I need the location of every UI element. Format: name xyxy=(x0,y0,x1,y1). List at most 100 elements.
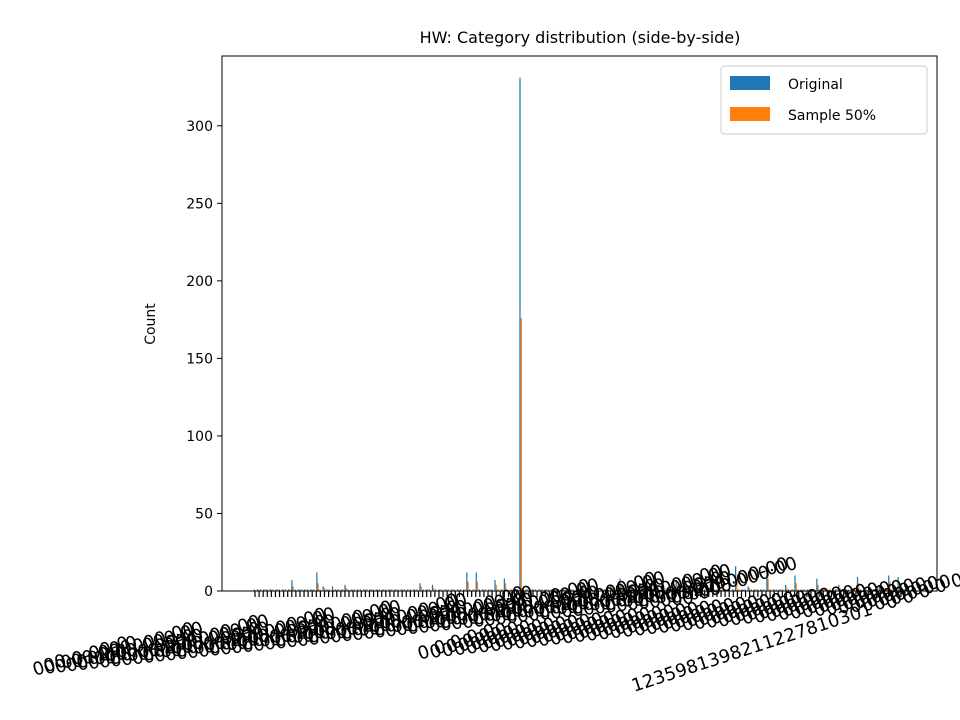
bar-original xyxy=(422,589,424,591)
bar-original xyxy=(619,578,621,591)
bar-original xyxy=(556,589,559,591)
bar-original xyxy=(535,589,537,591)
y-tick-label: 50 xyxy=(195,506,213,522)
bar-original xyxy=(485,589,487,591)
bar-original xyxy=(388,589,390,591)
chart-title: HW: Category distribution (side-by-side) xyxy=(420,28,741,47)
bar-original xyxy=(528,589,530,591)
y-tick-label: 200 xyxy=(186,274,213,290)
bar-original xyxy=(781,589,784,591)
bar-original xyxy=(428,589,430,591)
bar-original xyxy=(550,589,552,591)
bar-original xyxy=(625,589,627,591)
bar-sample xyxy=(639,589,641,591)
y-tick-label: 0 xyxy=(204,584,213,600)
bar-original xyxy=(888,575,890,591)
bar-sample xyxy=(611,587,613,591)
bar-sample xyxy=(433,587,435,591)
bar-original xyxy=(791,589,793,591)
bar-sample xyxy=(476,581,479,591)
bar-original xyxy=(872,589,874,591)
bar-original xyxy=(472,589,474,591)
bar-original xyxy=(841,589,843,591)
bar-sample xyxy=(376,589,379,591)
bar-sample xyxy=(761,589,763,591)
bar-original xyxy=(403,589,405,591)
bar-sample xyxy=(886,589,888,591)
bar-original xyxy=(478,589,480,591)
bar-original xyxy=(366,589,368,591)
bar-original xyxy=(319,589,321,591)
bar-original xyxy=(850,589,852,591)
bar-original xyxy=(394,589,396,591)
bar-sample xyxy=(786,587,788,591)
bar-sample xyxy=(326,589,329,591)
bar-original xyxy=(278,589,280,591)
bar-original xyxy=(710,589,712,591)
bar-original xyxy=(697,589,699,591)
bar-sample xyxy=(655,587,657,591)
bar-original xyxy=(878,584,880,591)
bar-original xyxy=(894,589,896,591)
bar-sample xyxy=(576,589,579,591)
bar-original xyxy=(328,589,330,591)
bar-sample xyxy=(626,589,629,591)
bar-original xyxy=(716,589,718,591)
bar-original xyxy=(256,589,259,591)
bar-original xyxy=(475,572,477,591)
bar-sample xyxy=(836,589,838,591)
bar-original xyxy=(675,580,677,591)
bar-original xyxy=(447,589,449,591)
bar-original xyxy=(381,589,384,591)
bar-original xyxy=(685,589,687,591)
bar-original xyxy=(797,589,799,591)
bar-original xyxy=(744,589,746,591)
bar-original xyxy=(594,589,596,591)
bar-original xyxy=(678,589,680,591)
bar-sample xyxy=(889,581,891,591)
bar-original xyxy=(391,589,393,591)
bar-sample xyxy=(511,589,513,591)
legend: Original Sample 50% xyxy=(720,65,928,135)
bar-sample xyxy=(351,589,354,591)
bar-original xyxy=(600,589,602,591)
bar-sample xyxy=(505,583,507,591)
bar-sample xyxy=(876,589,879,591)
bar-original xyxy=(728,589,730,591)
bar-sample xyxy=(526,589,529,591)
bar-original xyxy=(722,589,724,591)
bar-sample xyxy=(601,589,604,591)
bar-sample xyxy=(795,583,797,591)
bar-original xyxy=(603,589,605,591)
bar-groups xyxy=(253,77,907,591)
bar-sample xyxy=(283,589,285,591)
bar-original xyxy=(653,584,655,591)
bar-sample xyxy=(748,587,750,591)
bar-original xyxy=(641,586,643,591)
bar-sample xyxy=(305,589,307,591)
bar-original xyxy=(541,589,543,591)
bar-sample xyxy=(664,587,666,591)
bar-original xyxy=(835,589,837,591)
bar-original xyxy=(666,589,668,591)
bar-sample xyxy=(551,589,554,591)
bar-original xyxy=(766,566,768,591)
bar-sample xyxy=(736,578,738,591)
bar-original xyxy=(513,589,515,591)
bar-original xyxy=(688,589,690,591)
bar-original xyxy=(856,577,859,591)
bar-original xyxy=(316,572,318,591)
bar-original xyxy=(581,584,584,591)
bar-original xyxy=(450,589,452,591)
bar-sample xyxy=(517,589,519,591)
bar-sample xyxy=(683,589,685,591)
y-tick-label: 250 xyxy=(186,196,213,212)
bar-original xyxy=(441,589,443,591)
bar-sample xyxy=(695,589,697,591)
bar-original xyxy=(588,589,590,591)
bar-original xyxy=(691,589,693,591)
bar-original xyxy=(397,589,399,591)
y-tick-label: 100 xyxy=(186,429,213,445)
bar-sample xyxy=(276,589,279,591)
bar-original xyxy=(735,566,737,591)
